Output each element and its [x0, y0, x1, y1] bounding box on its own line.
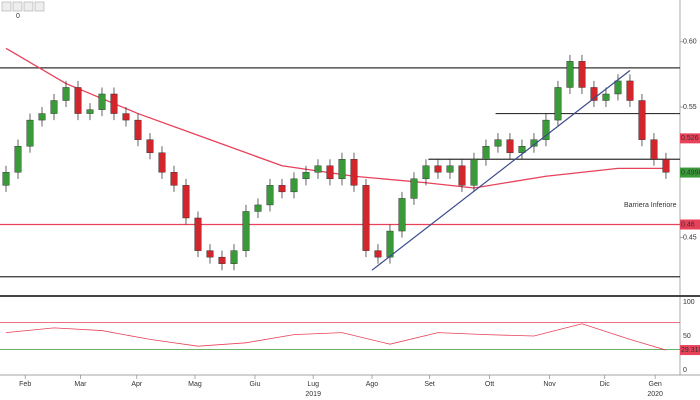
candle-body: [2, 172, 10, 186]
candle-body: [122, 113, 130, 121]
candle-body: [206, 250, 214, 258]
candle-body: [146, 139, 154, 153]
candle-body: [74, 87, 82, 114]
rsi-tick-label: 0: [683, 367, 687, 374]
toolbar: 0: [1, 1, 45, 20]
rsi-tick-label: 50: [683, 333, 691, 340]
candle-body: [626, 80, 634, 101]
candle-body: [398, 198, 406, 232]
candle-body: [458, 165, 466, 186]
candle-body: [86, 109, 94, 114]
candle-body: [254, 204, 262, 212]
candle-body: [338, 159, 346, 180]
x-tick-label: Set: [424, 381, 435, 388]
x-tick-label: Dic: [600, 381, 611, 388]
candle-body: [110, 93, 118, 114]
trendline: [371, 70, 631, 271]
rsi-tick-label: 100: [683, 299, 695, 306]
candle-body: [62, 87, 70, 101]
candle-body: [578, 61, 586, 88]
x-tick-label: Mar: [74, 381, 87, 388]
toolbar-label: 0: [16, 13, 20, 20]
candle-body: [134, 119, 142, 140]
candle-body: [302, 172, 310, 180]
candle-body: [662, 159, 670, 173]
candle-body: [422, 165, 430, 180]
year-label: 2019: [305, 391, 321, 398]
x-tick-label: Feb: [19, 381, 31, 388]
y-tick-label: 0.55: [683, 104, 697, 111]
candle-body: [494, 139, 502, 147]
candle-body: [194, 217, 202, 251]
x-tick-label: Gen: [649, 381, 662, 388]
candle-body: [182, 185, 190, 219]
candle-body: [554, 87, 562, 121]
year-label: 2020: [647, 391, 663, 398]
candle-body: [170, 172, 178, 186]
candle-body: [506, 139, 514, 153]
y-tick-label: 0.60: [683, 39, 697, 46]
x-tick-label: Ott: [485, 381, 494, 388]
candle-body: [218, 256, 226, 264]
price-tag: [680, 219, 700, 230]
candle-body: [614, 80, 622, 95]
price-tag: [680, 133, 700, 144]
x-tick-label: Mag: [188, 381, 202, 388]
candle-body: [50, 100, 58, 114]
x-tick-label: Apr: [131, 381, 143, 388]
y-tick-label: 0.45: [683, 234, 697, 241]
candle-body: [470, 159, 478, 186]
candle-body: [590, 87, 598, 101]
tool-icon[interactable]: [12, 1, 23, 12]
candle-body: [26, 119, 34, 147]
candle-body: [386, 230, 394, 258]
candle-body: [38, 113, 46, 121]
candle-body: [434, 165, 442, 173]
candle-body: [326, 165, 334, 180]
rsi-line: [5, 323, 667, 351]
candle-body: [98, 93, 106, 110]
rsi-tag: [680, 345, 700, 356]
candle-body: [290, 178, 298, 193]
candle-body: [602, 93, 610, 101]
candle-body: [566, 61, 574, 88]
candle-body: [482, 145, 490, 160]
price-tag-label: 0.526: [681, 135, 699, 142]
candle-body: [542, 119, 550, 140]
candle-body: [410, 178, 418, 199]
x-tick-label: Nov: [543, 381, 556, 388]
candle-body: [14, 145, 22, 173]
candle-body: [638, 100, 646, 140]
tool-icon[interactable]: [34, 1, 45, 12]
price-tag: [680, 167, 700, 178]
candle-body: [278, 185, 286, 193]
x-tick-label: Giu: [250, 381, 261, 388]
x-tick-label: Ago: [366, 381, 379, 388]
candle-body: [446, 165, 454, 173]
rsi-tag-label: 29.3109: [681, 347, 700, 354]
price-tag-label: 0.4998: [681, 169, 700, 176]
candle-body: [374, 250, 382, 258]
tool-icon[interactable]: [23, 1, 34, 12]
candle-body: [650, 139, 658, 160]
candle-body: [158, 152, 166, 173]
x-tick-label: Lug: [307, 381, 319, 388]
annotation: Barriera Inferiore: [624, 202, 677, 209]
candle-body: [350, 159, 358, 186]
candle-body: [362, 185, 370, 251]
candle-body: [518, 145, 526, 153]
tool-icon[interactable]: [1, 1, 12, 12]
candle-body: [242, 211, 250, 251]
candle-body: [314, 165, 322, 173]
candle-body: [266, 185, 274, 206]
price-tag-label: 0.46: [681, 221, 695, 228]
candle-body: [230, 250, 238, 264]
